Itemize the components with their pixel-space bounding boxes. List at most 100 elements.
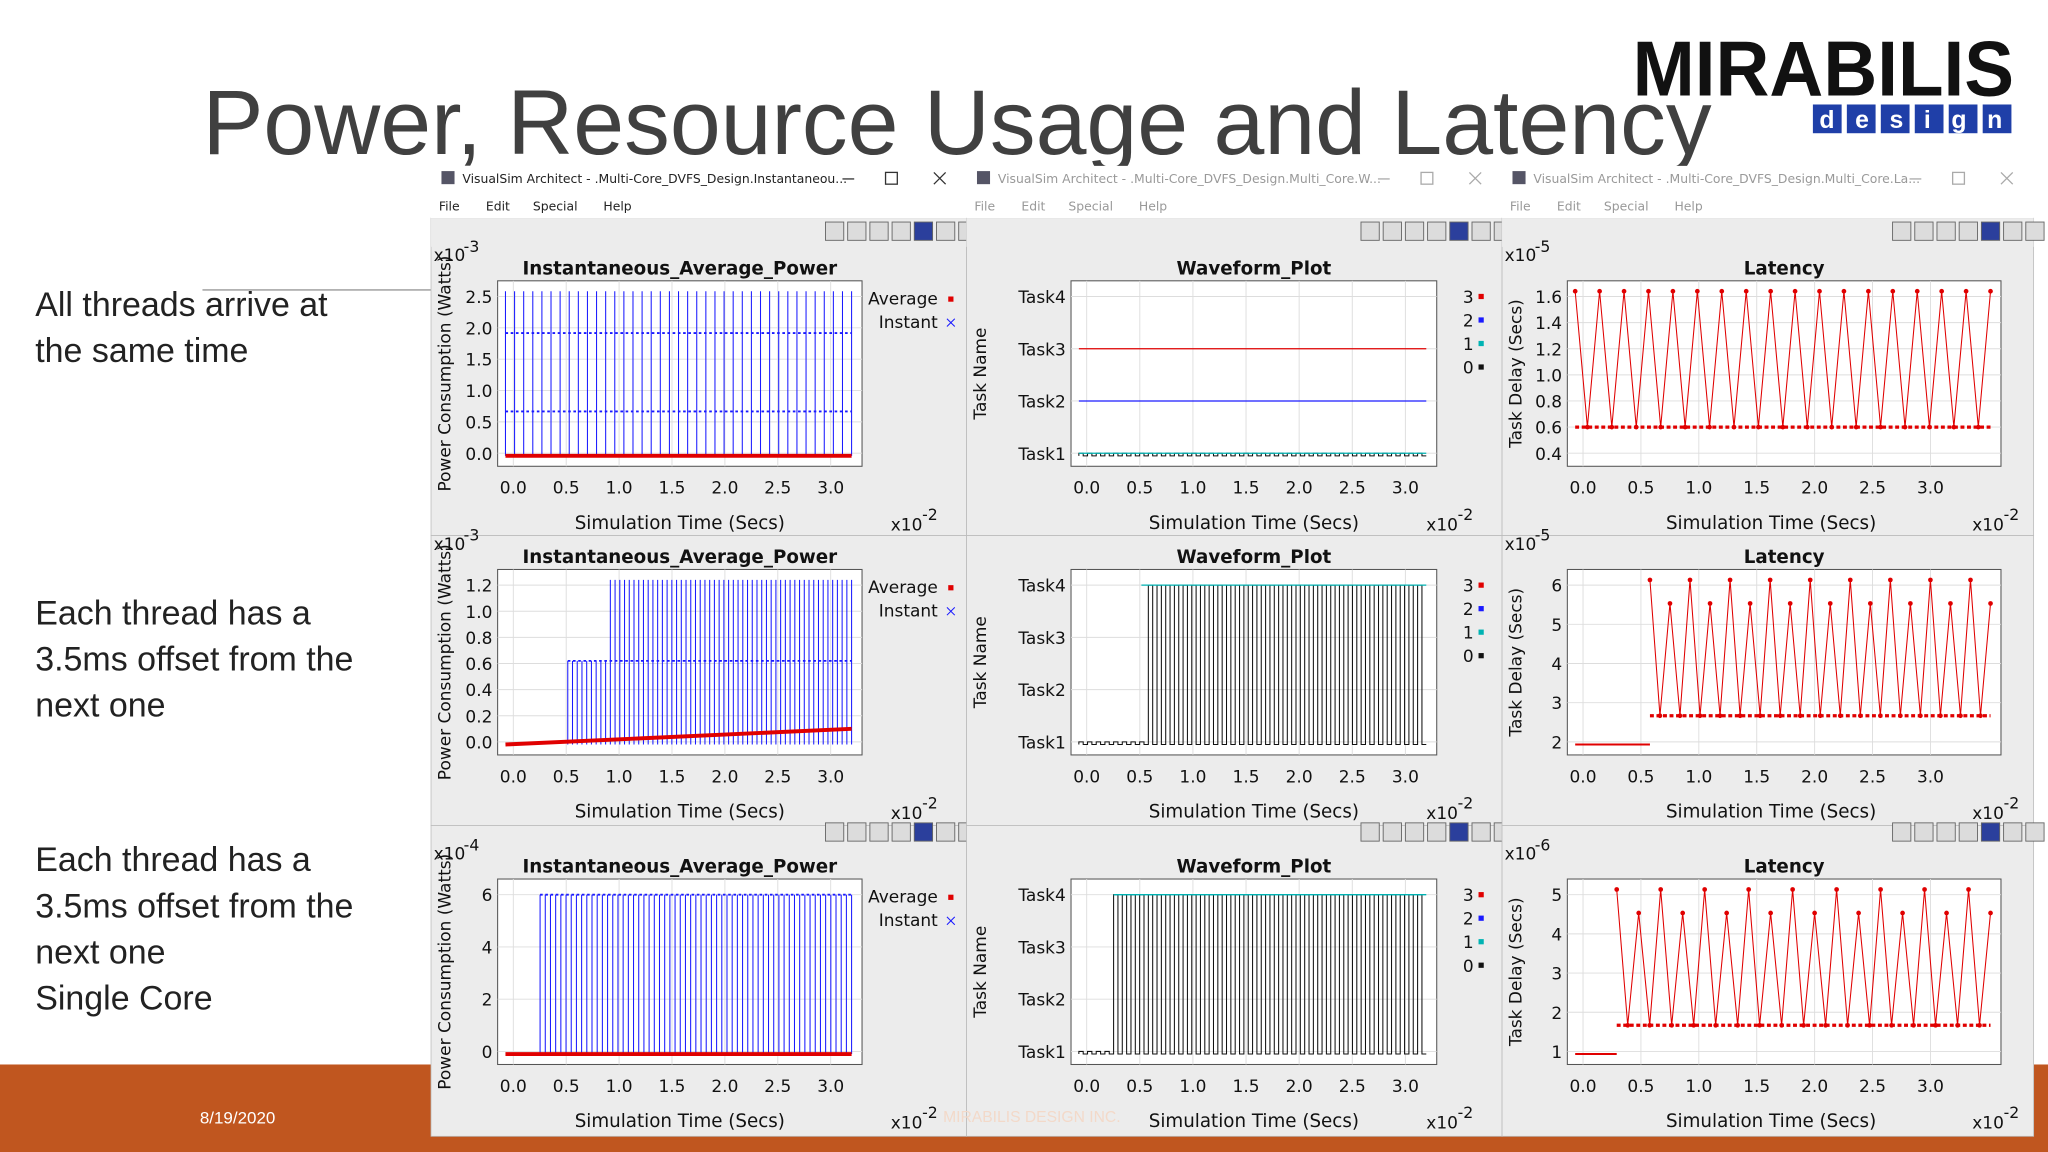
x-axis-label: Simulation Time (Secs) — [1149, 1111, 1359, 1132]
latency-point — [1609, 424, 1615, 430]
maximize-button[interactable] — [1951, 171, 1966, 185]
toolbar-button[interactable] — [936, 221, 956, 241]
toolbar-button[interactable] — [1936, 822, 1956, 842]
menu-item[interactable]: Special — [1068, 198, 1113, 213]
toolbar-button[interactable] — [913, 221, 934, 241]
menu-item[interactable]: Edit — [1557, 198, 1581, 213]
y-tick-label: 2.5 — [465, 288, 492, 308]
legend-marker — [948, 296, 954, 302]
latency-point — [1845, 1022, 1850, 1028]
x-tick-label: 2.0 — [1801, 767, 1828, 787]
menu-item[interactable]: Special — [1604, 198, 1649, 213]
toolbar-button[interactable] — [825, 822, 845, 842]
toolbar-button[interactable] — [847, 822, 867, 842]
note-line: 3.5ms offset from the — [35, 887, 353, 925]
toolbar-button[interactable] — [1892, 221, 1912, 241]
x-tick-label: 0.5 — [553, 1077, 580, 1097]
x-axis-label: Simulation Time (Secs) — [575, 802, 785, 823]
plot-area — [1070, 280, 1438, 467]
toolbar-button[interactable] — [869, 822, 889, 842]
menu-item[interactable]: Edit — [486, 198, 510, 213]
toolbar-button[interactable] — [913, 822, 934, 842]
menu-item[interactable]: Special — [533, 198, 578, 213]
y-axis-label: Task Name — [971, 328, 991, 421]
y-exponent-base: x10 — [434, 535, 466, 555]
toolbar-button[interactable] — [825, 221, 845, 241]
toolbar-button[interactable] — [1427, 822, 1447, 842]
toolbar-button[interactable] — [869, 221, 889, 241]
toolbar-button[interactable] — [847, 221, 867, 241]
menu-item[interactable]: File — [439, 198, 460, 213]
toolbar-button[interactable] — [1471, 221, 1491, 241]
toolbar-button[interactable] — [1382, 221, 1402, 241]
maximize-button[interactable] — [1420, 171, 1434, 185]
toolbar-button[interactable] — [1980, 822, 2001, 842]
toolbar-button[interactable] — [2025, 822, 2045, 842]
toolbar-button[interactable] — [1382, 822, 1402, 842]
latency-point — [1694, 288, 1700, 294]
y-tick-label: 0.8 — [1535, 393, 1562, 413]
y-tick-label: 0.6 — [465, 655, 492, 675]
toolbar-button[interactable] — [891, 221, 911, 241]
legend-label: 0 — [1463, 647, 1474, 667]
toolbar-button[interactable] — [1360, 822, 1380, 842]
toolbar-button[interactable] — [1360, 221, 1380, 241]
toolbar-button[interactable] — [1449, 822, 1469, 842]
x-tick-label: 1.5 — [658, 767, 685, 787]
close-button[interactable] — [1468, 171, 1482, 185]
maximize-button[interactable] — [884, 171, 898, 185]
menu-item[interactable]: Help — [603, 198, 631, 213]
latency-point — [1797, 713, 1803, 719]
menu-item[interactable]: File — [1510, 198, 1531, 213]
toolbar-button[interactable] — [2003, 822, 2023, 842]
latency-point — [1944, 910, 1949, 916]
x-tick-label: 0.0 — [1570, 767, 1597, 787]
y-axis-label: Power Consumption (Watts) — [436, 256, 456, 492]
toolbar-button[interactable] — [891, 822, 911, 842]
toolbar-button[interactable] — [1449, 221, 1469, 241]
latency-point — [1834, 887, 1839, 892]
menu-item[interactable]: Help — [1139, 198, 1167, 213]
latency-point — [1779, 1022, 1784, 1028]
toolbar-button[interactable] — [1958, 822, 1978, 842]
toolbar-button[interactable] — [1427, 221, 1447, 241]
latency-point — [1597, 288, 1602, 294]
close-button[interactable] — [2000, 171, 2014, 185]
close-button[interactable] — [933, 171, 947, 185]
menu-item[interactable]: Help — [1674, 198, 1702, 213]
toolbar-button[interactable] — [1958, 221, 1978, 241]
toolbar-button[interactable] — [1892, 822, 1912, 842]
latency-point — [1768, 288, 1773, 294]
y-tick-label: 4 — [482, 938, 493, 958]
toolbar-button[interactable] — [1471, 822, 1491, 842]
toolbar-button[interactable] — [1404, 822, 1425, 842]
latency-point — [1963, 288, 1969, 294]
legend-marker — [1478, 364, 1484, 370]
toolbar-button[interactable] — [1914, 822, 1934, 842]
x-tick-label: 1.5 — [1233, 479, 1260, 499]
toolbar-button[interactable] — [1980, 221, 2001, 241]
x-tick-label: 2.0 — [711, 767, 738, 787]
toolbar-button[interactable] — [936, 822, 956, 842]
note-line: All threads arrive at — [35, 286, 328, 324]
latency-point — [1757, 1022, 1762, 1028]
note-line: 3.5ms offset from the — [35, 640, 353, 678]
x-axis-label: Simulation Time (Secs) — [1666, 802, 1876, 823]
x-tick-label: 2.5 — [1859, 1077, 1886, 1097]
legend-label: Average — [868, 289, 938, 309]
menu-item[interactable]: File — [974, 198, 995, 213]
toolbar-button[interactable] — [1914, 221, 1934, 241]
x-tick-label: 1.5 — [1233, 1077, 1260, 1097]
legend-label: Average — [868, 578, 938, 598]
toolbar-button[interactable] — [1404, 221, 1425, 241]
menu-item[interactable]: Edit — [1021, 198, 1045, 213]
x-tick-label: 1.5 — [1743, 767, 1770, 787]
latency-point — [1856, 910, 1861, 916]
plot-title: Latency — [1744, 258, 1825, 279]
toolbar-button[interactable] — [2003, 221, 2023, 241]
x-exponent-base: x10 — [1972, 515, 2004, 535]
toolbar-button[interactable] — [1936, 221, 1956, 241]
x-tick-label: 3.0 — [817, 767, 844, 787]
toolbar-button[interactable] — [2025, 221, 2045, 241]
x-tick-label: 0.0 — [1073, 1077, 1100, 1097]
